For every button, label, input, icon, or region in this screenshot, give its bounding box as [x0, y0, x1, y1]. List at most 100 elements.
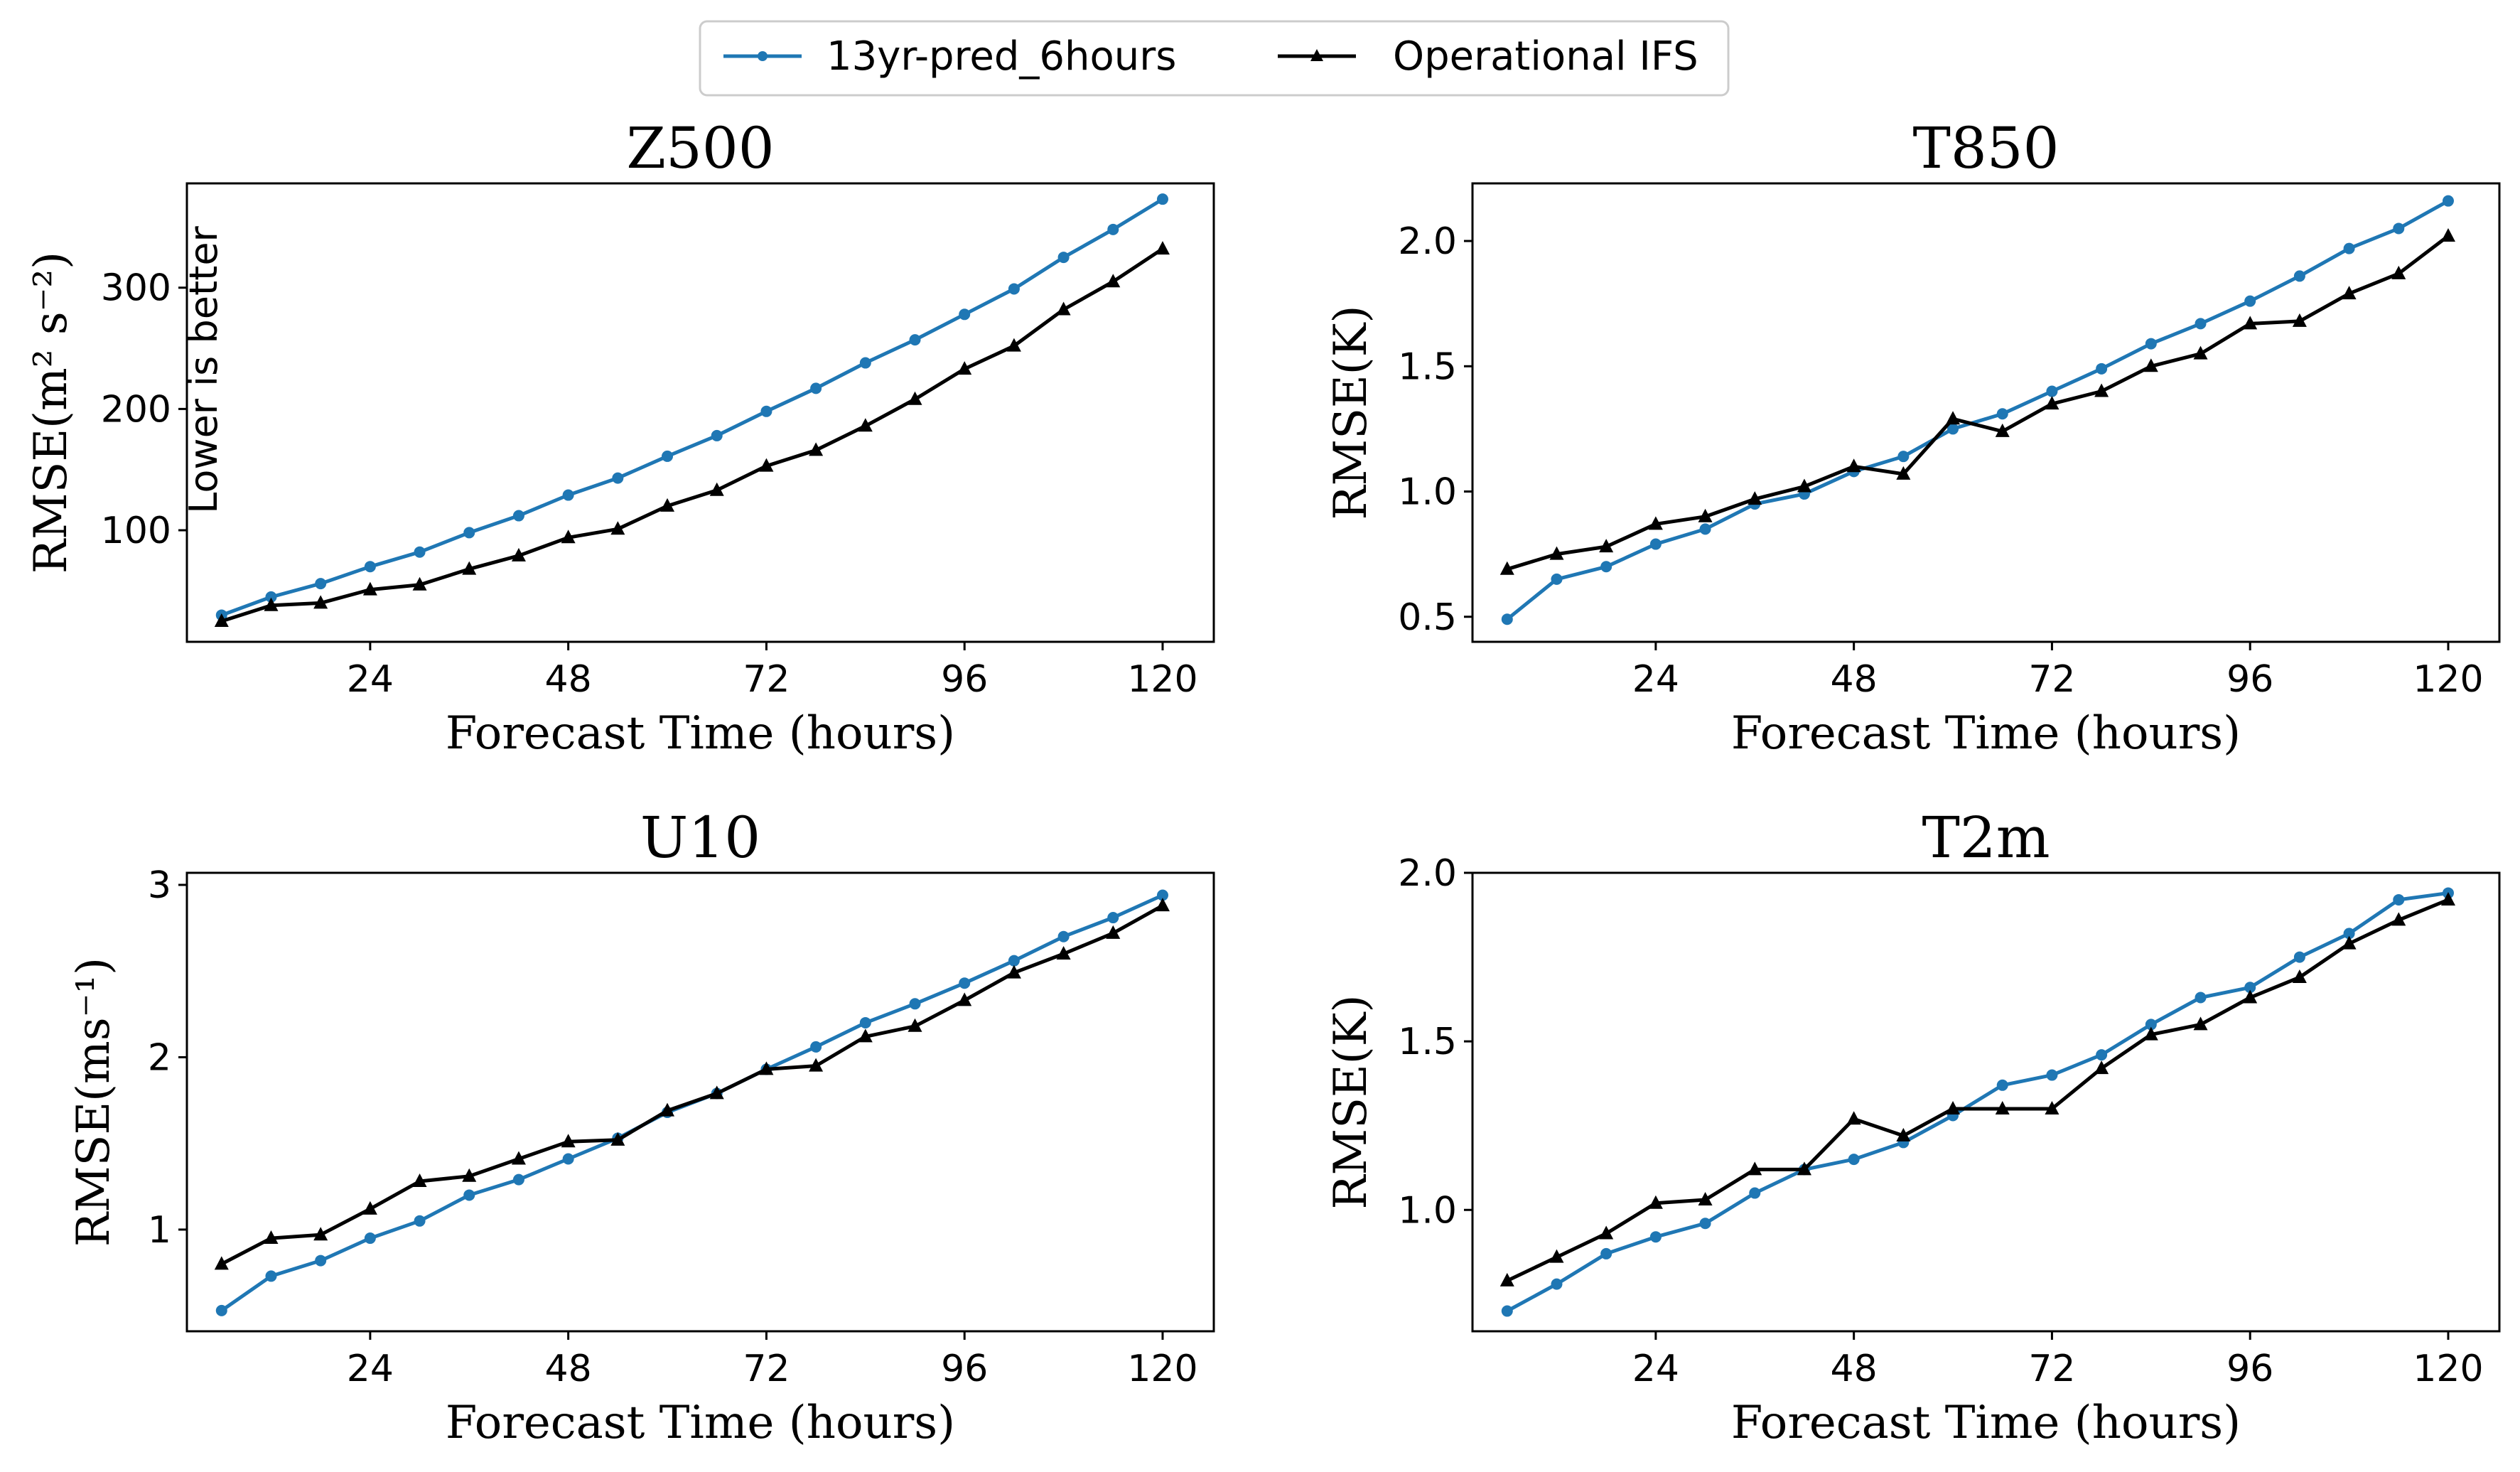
- data-point: [610, 521, 625, 535]
- data-point: [1947, 423, 1959, 435]
- x-tick-label: 96: [2226, 1348, 2273, 1390]
- y-tick-label: 1.5: [1398, 1021, 1457, 1063]
- charts: Z500 24 48 72 96 120 100 200 300 Forecast Time (h…: [25, 115, 2501, 1449]
- data-point: [1698, 508, 1713, 522]
- data-point: [1156, 193, 1168, 205]
- series-ifs: [214, 898, 1170, 1270]
- data-point: [2440, 228, 2455, 242]
- x-tick-label: 120: [2413, 1348, 2483, 1390]
- data-point: [313, 1227, 328, 1241]
- data-point: [1499, 1272, 1514, 1286]
- x-tick-label: 24: [347, 1348, 394, 1390]
- data-point: [315, 578, 327, 590]
- data-point: [562, 1153, 574, 1165]
- x-tick-label: 24: [1632, 1348, 1679, 1390]
- y-tick-label: 1.5: [1398, 345, 1457, 388]
- data-point: [1155, 241, 1170, 255]
- series-model: [215, 193, 1168, 621]
- data-point: [1057, 252, 1070, 264]
- data-point: [1551, 573, 1563, 585]
- data-point: [1995, 423, 2010, 437]
- data-point: [1006, 338, 1021, 352]
- series-line: [220, 903, 1164, 1266]
- data-point: [1057, 930, 1070, 942]
- data-point: [362, 581, 377, 596]
- data-point: [1846, 1111, 1861, 1125]
- x-tick-label: 24: [1632, 658, 1679, 701]
- x-tick-label: 120: [1127, 658, 1197, 701]
- data-point: [662, 450, 674, 462]
- annotation-text: Lower is better: [181, 225, 226, 513]
- data-point: [2342, 935, 2357, 950]
- data-point: [414, 546, 426, 558]
- data-point: [2096, 1049, 2108, 1061]
- data-point: [2292, 969, 2307, 984]
- data-point: [909, 998, 921, 1010]
- data-point: [859, 1016, 871, 1028]
- x-axis-label: Forecast Time (hours): [446, 1397, 955, 1449]
- data-point: [214, 1256, 229, 1270]
- data-point: [1649, 1231, 1662, 1243]
- x-tick-label: 96: [2226, 658, 2273, 701]
- data-point: [561, 1134, 576, 1148]
- data-point: [2193, 1016, 2208, 1031]
- data-point: [1896, 466, 1911, 480]
- data-point: [1549, 1249, 1564, 1263]
- data-point: [1797, 478, 1811, 493]
- chart-title: T2m: [1922, 805, 2050, 871]
- plot-frame: [1471, 871, 2501, 1333]
- data-point: [2143, 1026, 2158, 1041]
- data-point: [1155, 898, 1170, 912]
- data-point: [2243, 316, 2258, 330]
- series-ifs: [1499, 891, 2455, 1286]
- data-point: [414, 1215, 426, 1227]
- data-point: [1748, 491, 1762, 505]
- x-tick-label: 72: [2028, 1348, 2075, 1390]
- series-line: [1506, 898, 2449, 1283]
- data-point: [2045, 1100, 2059, 1114]
- legend-label-2: Operational IFS: [1393, 33, 1698, 80]
- data-point: [810, 382, 822, 394]
- plot-frame: [185, 182, 1215, 643]
- chart-title: Z500: [626, 115, 774, 181]
- data-point: [1749, 1187, 1761, 1199]
- data-point: [1996, 1079, 2008, 1091]
- data-point: [511, 1151, 526, 1165]
- data-point: [265, 591, 277, 603]
- data-point: [1896, 1127, 1911, 1141]
- data-point: [809, 1058, 824, 1072]
- legend-frame: [699, 20, 1730, 97]
- data-point: [2096, 362, 2108, 375]
- data-point: [1897, 451, 1910, 463]
- data-point: [2343, 928, 2355, 940]
- data-point: [1107, 912, 1119, 924]
- data-point: [809, 442, 824, 456]
- data-point: [908, 391, 922, 405]
- y-tick-label: 1: [148, 1209, 171, 1252]
- data-point: [959, 977, 971, 989]
- data-point: [2193, 345, 2208, 360]
- data-point: [2195, 318, 2207, 330]
- data-point: [660, 1102, 675, 1117]
- x-tick-label: 48: [545, 1348, 592, 1390]
- data-point: [2293, 270, 2305, 282]
- data-point: [1649, 538, 1662, 550]
- data-point: [1599, 539, 1614, 553]
- data-point: [313, 595, 328, 609]
- data-point: [957, 361, 972, 375]
- data-point: [2244, 982, 2256, 994]
- x-tick-label: 24: [347, 658, 394, 701]
- data-point: [1008, 283, 1020, 295]
- data-point: [562, 489, 574, 501]
- data-point: [2391, 912, 2406, 926]
- x-tick-label: 48: [1831, 658, 1878, 701]
- y-tick-label: 100: [101, 510, 171, 552]
- data-point: [709, 1085, 724, 1100]
- data-point: [1648, 1195, 1663, 1209]
- chart-panel-z500: Z500 24 48 72 96 120 100 200 300 Forecast Time (h…: [25, 115, 1215, 760]
- data-point: [858, 418, 873, 432]
- data-point: [364, 561, 376, 573]
- data-point: [462, 561, 477, 575]
- x-tick-label: 72: [2028, 658, 2075, 701]
